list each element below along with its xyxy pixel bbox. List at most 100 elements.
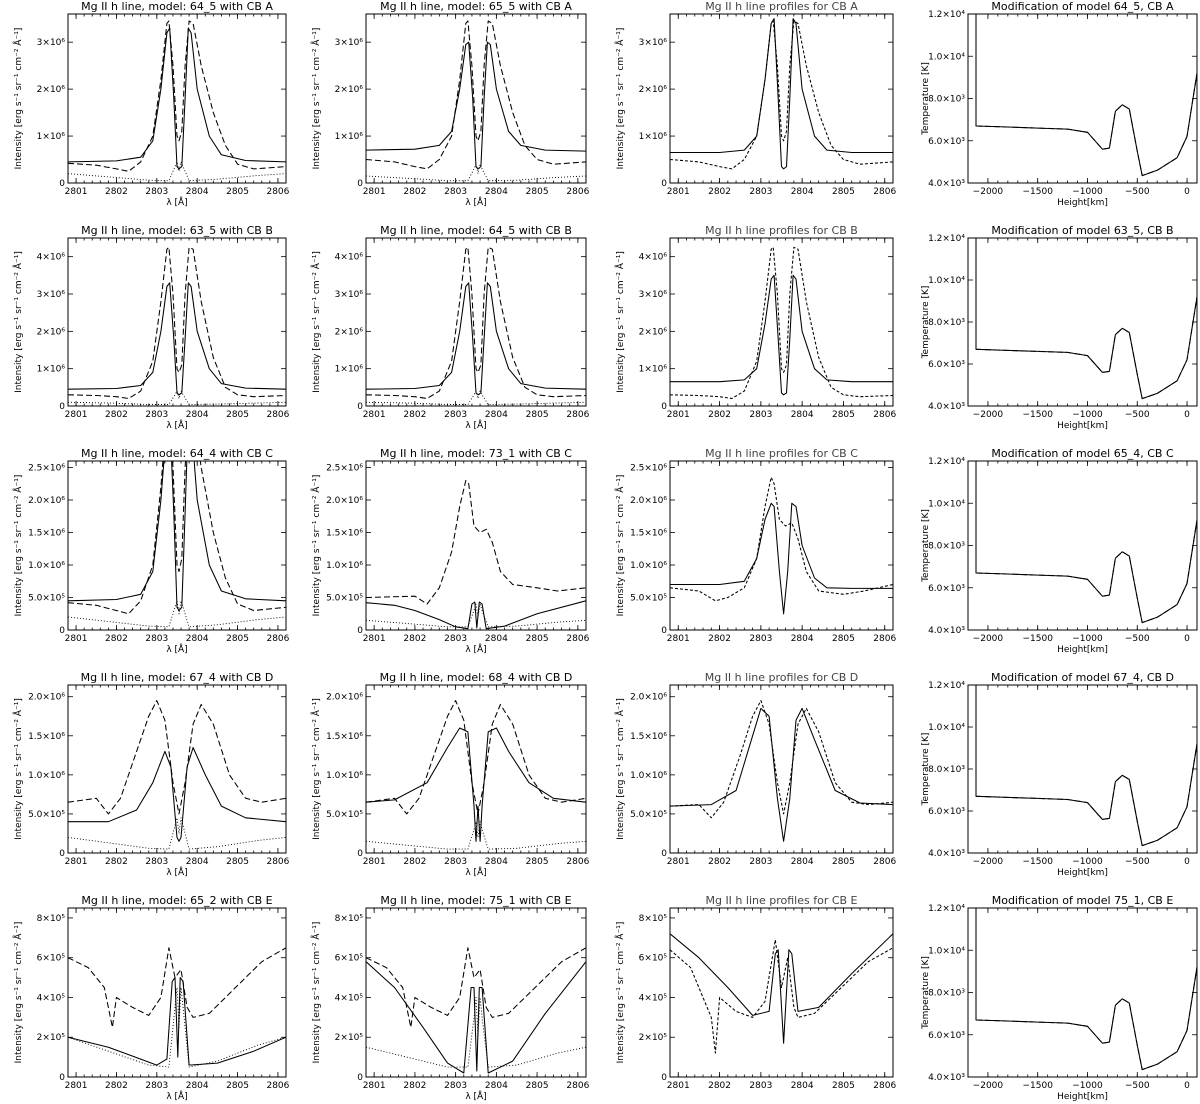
x-tick-label: −2000 xyxy=(973,1081,1004,1091)
series-group xyxy=(366,947,586,1074)
series-line-solid-1 xyxy=(975,908,1197,1071)
x-tick-label: 2805 xyxy=(226,410,249,420)
y-tick-label: 2×10⁶ xyxy=(37,327,66,337)
series-line-solid-1 xyxy=(670,933,893,1044)
x-tick-label: 2803 xyxy=(145,634,168,644)
series-line-short-dashed-2 xyxy=(670,20,893,170)
y-axis-label: Intensity [erg s⁻¹ sr⁻¹ cm⁻² Å⁻¹] xyxy=(310,475,322,617)
chart-title: Mg II h line, model: 65_2 with CB E xyxy=(81,894,272,907)
plot-frame xyxy=(67,460,287,631)
plot-frame xyxy=(67,907,287,1078)
chart-title: Mg II h line profiles for CB A xyxy=(705,0,858,13)
x-tick-label: 2805 xyxy=(526,1081,549,1091)
x-tick-label: 2806 xyxy=(266,187,289,197)
plot-frame xyxy=(967,13,1198,184)
y-tick-label: 3×10⁶ xyxy=(639,38,668,48)
chart-panel-12: Modification of model 65_4, CB C −2000 −15… xyxy=(921,447,1198,655)
x-tick-label: 2806 xyxy=(873,857,896,867)
series-line-solid-1 xyxy=(68,27,286,170)
y-tick-label: 0 xyxy=(59,402,65,412)
x-tick-label: 2805 xyxy=(526,187,549,197)
y-tick-label: 2.0×10⁶ xyxy=(326,496,363,506)
y-tick-label: 2.5×10⁶ xyxy=(326,464,363,474)
series-line-dashed-2 xyxy=(68,700,286,815)
chart-title: Mg II h line, model: 65_5 with CB A xyxy=(380,0,572,13)
chart-title: Mg II h line profiles for CB C xyxy=(705,447,858,460)
series-group xyxy=(670,18,893,170)
x-tick-label: 2805 xyxy=(526,410,549,420)
y-tick-label: 1×10⁶ xyxy=(37,132,66,142)
x-tick-label: 2801 xyxy=(667,187,690,197)
y-axis-label: Temperature [K] xyxy=(921,286,931,360)
y-axis-label: Intensity [erg s⁻¹ sr⁻¹ cm⁻² Å⁻¹] xyxy=(614,698,626,840)
x-tick-label: 2802 xyxy=(708,857,731,867)
y-tick-label: 8×10⁵ xyxy=(37,914,66,924)
chart-panel-6: Mg II h line, model: 64_5 with CB B 2801 2… xyxy=(310,224,590,431)
series-line-solid-1 xyxy=(68,746,286,842)
x-tick-label: 2803 xyxy=(145,1081,168,1091)
x-axis-label: λ [Å] xyxy=(465,866,486,878)
series-line-solid-1 xyxy=(975,14,1197,177)
y-tick-label: 1.5×10⁶ xyxy=(630,732,667,742)
x-tick-label: −500 xyxy=(1125,634,1150,644)
series-line-short-dashed-2 xyxy=(670,939,893,1054)
x-tick-label: 2806 xyxy=(873,187,896,197)
plot-frame xyxy=(967,237,1198,407)
x-tick-label: 2804 xyxy=(186,634,209,644)
series-group xyxy=(68,461,286,628)
series-group xyxy=(670,476,893,615)
x-axis-label: Height[km] xyxy=(1057,1092,1108,1102)
y-tick-label: 1.0×10⁶ xyxy=(326,771,363,781)
x-tick-label: 2801 xyxy=(363,1081,386,1091)
x-tick-label: −1500 xyxy=(1022,634,1053,644)
y-tick-label: 1.2×10⁴ xyxy=(928,234,965,244)
x-tick-label: 2801 xyxy=(65,1081,88,1091)
chart-panel-15: Mg II h line profiles for CB D 2801 2802 28… xyxy=(614,671,896,867)
x-tick-label: 2805 xyxy=(832,1081,855,1091)
x-tick-label: 2805 xyxy=(832,187,855,197)
x-tick-label: 2804 xyxy=(485,1081,508,1091)
y-tick-label: 1.5×10⁶ xyxy=(28,732,65,742)
series-group xyxy=(68,947,286,1068)
y-axis-label: Intensity [erg s⁻¹ sr⁻¹ cm⁻² Å⁻¹] xyxy=(12,698,24,840)
series-line-dashed-2 xyxy=(366,479,586,605)
y-tick-label: 2.0×10⁶ xyxy=(630,496,667,506)
y-tick-label: 0 xyxy=(59,849,65,859)
x-tick-label: 2803 xyxy=(145,187,168,197)
x-tick-label: −1000 xyxy=(1072,187,1103,197)
x-tick-label: −1500 xyxy=(1022,410,1053,420)
chart-title: Mg II h line, model: 63_5 with CB B xyxy=(81,224,273,237)
y-tick-label: 4×10⁶ xyxy=(37,253,66,263)
y-tick-label: 5.0×10⁵ xyxy=(630,810,667,820)
chart-panel-11: Mg II h line profiles for CB C 2801 2802 28… xyxy=(614,447,896,644)
y-axis-label: Intensity [erg s⁻¹ sr⁻¹ cm⁻² Å⁻¹] xyxy=(310,251,322,393)
y-tick-label: 8.0×10³ xyxy=(928,542,965,552)
plot-frame xyxy=(967,907,1198,1078)
plot-frame xyxy=(67,237,287,407)
series-line-dotted-3 xyxy=(366,821,586,850)
series-group xyxy=(366,246,586,405)
y-tick-label: 4.0×10³ xyxy=(928,1073,965,1083)
chart-title: Mg II h line, model: 67_4 with CB D xyxy=(81,671,274,684)
y-tick-label: 1.0×10⁶ xyxy=(28,771,65,781)
y-axis-label: Intensity [erg s⁻¹ sr⁻¹ cm⁻² Å⁻¹] xyxy=(12,475,24,617)
x-tick-label: 2802 xyxy=(708,410,731,420)
x-axis-label: Height[km] xyxy=(1057,645,1108,655)
y-tick-label: 1×10⁶ xyxy=(37,365,66,375)
x-tick-label: 2804 xyxy=(485,187,508,197)
x-tick-label: −500 xyxy=(1125,857,1150,867)
chart-title: Mg II h line, model: 64_5 with CB A xyxy=(81,0,273,13)
series-line-solid-1 xyxy=(68,282,286,396)
x-tick-label: 0 xyxy=(1184,187,1190,197)
x-tick-label: 2804 xyxy=(791,410,814,420)
series-group xyxy=(975,238,1197,400)
series-line-solid-1 xyxy=(366,282,586,396)
chart-title: Mg II h line, model: 68_4 with CB D xyxy=(380,671,573,684)
x-tick-label: −2000 xyxy=(973,410,1004,420)
y-tick-label: 4.0×10³ xyxy=(928,626,965,636)
x-axis-label: λ [Å] xyxy=(166,643,187,655)
y-axis-label: Intensity [erg s⁻¹ sr⁻¹ cm⁻² Å⁻¹] xyxy=(12,251,24,393)
x-tick-label: 2801 xyxy=(667,410,690,420)
series-line-solid-1 xyxy=(975,685,1197,847)
chart-title: Modification of model 67_4, CB D xyxy=(991,671,1174,684)
